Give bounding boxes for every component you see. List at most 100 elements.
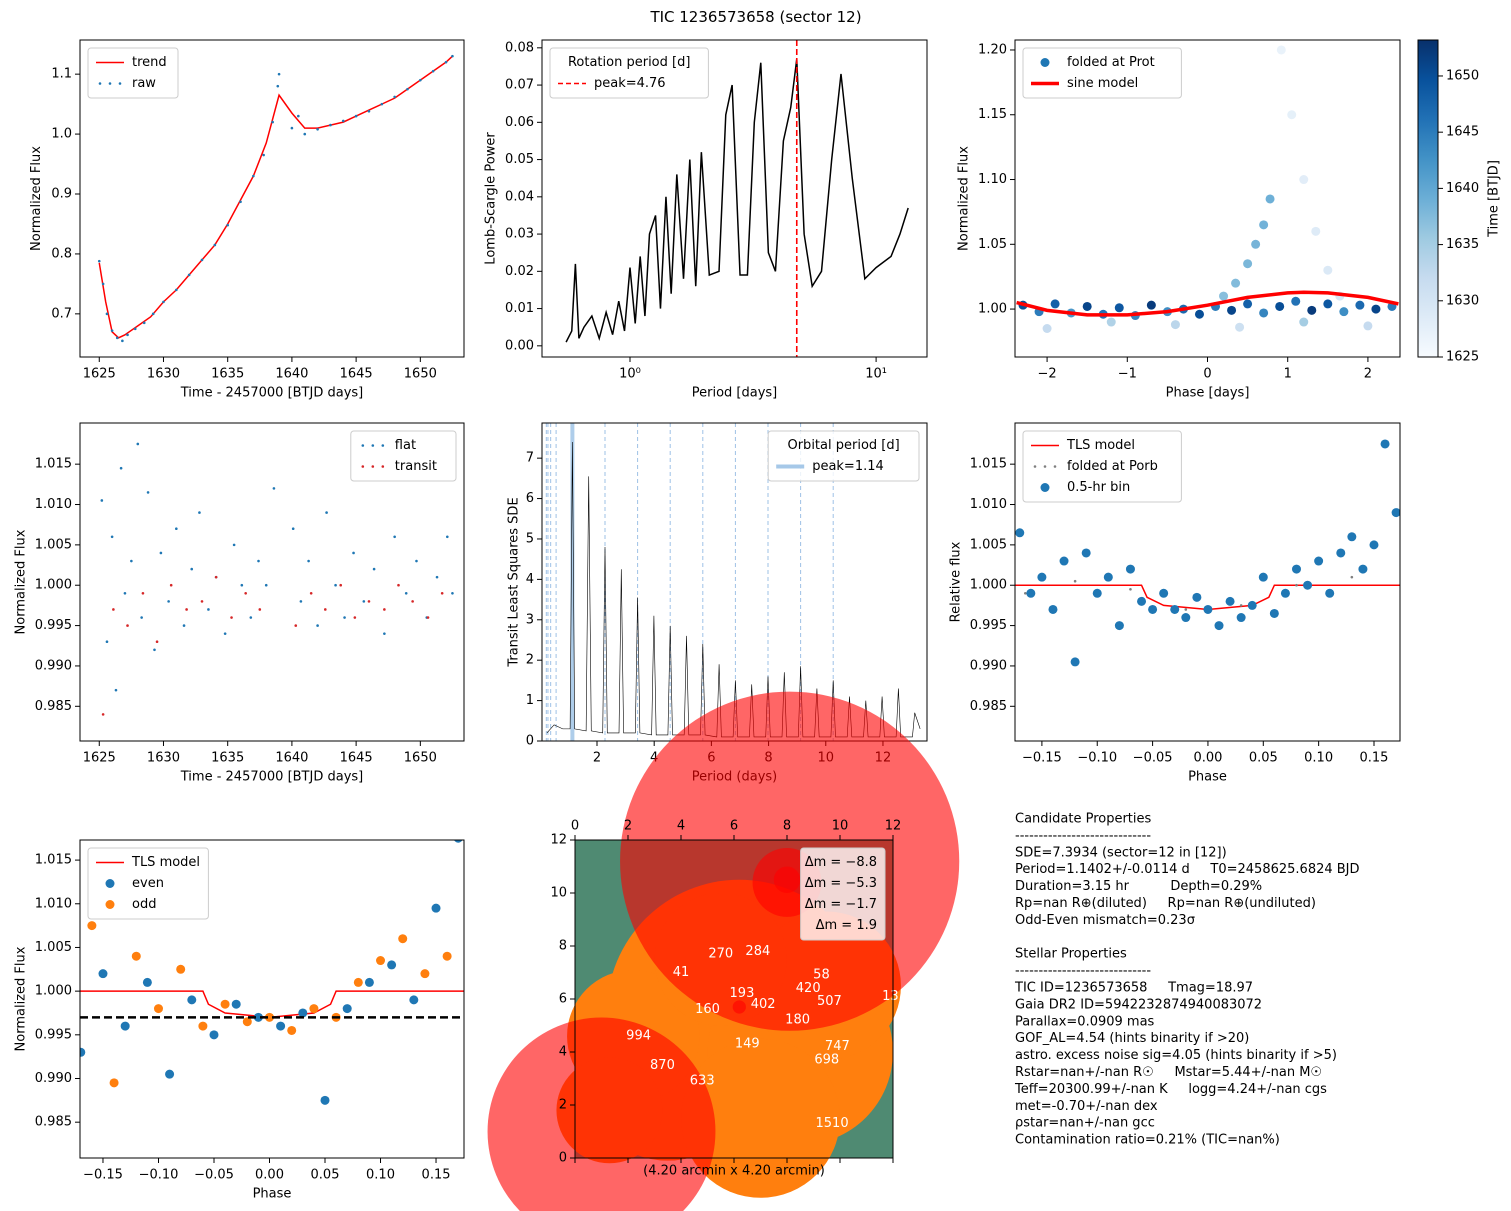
data-point	[98, 969, 108, 979]
data-point	[190, 567, 194, 571]
series-line	[565, 58, 909, 343]
data-point	[1170, 320, 1180, 330]
data-point	[231, 999, 241, 1009]
x-tick-label: 0	[1203, 367, 1211, 382]
y-tick-label: 7	[526, 451, 534, 466]
legend-label: flat	[395, 438, 416, 453]
data-point	[1073, 579, 1077, 583]
data-point	[316, 127, 319, 131]
data-point	[1026, 588, 1036, 598]
panel: 1625 1630 1635 1640 1645 1650 0.7 0.8 0.9 1.0 1.1 T…	[29, 39, 465, 401]
data-point	[364, 977, 374, 987]
legend-label: Δm = −8.8	[805, 855, 877, 870]
y-tick-label: 0.995	[35, 618, 72, 633]
y-tick-label: 0.985	[35, 699, 72, 714]
data-point	[362, 600, 366, 603]
x-tick-label: −0.05	[1133, 751, 1173, 766]
data-point	[187, 273, 191, 277]
star-label: 270	[708, 946, 733, 961]
data-point	[1291, 564, 1301, 574]
star-label: 507	[817, 994, 842, 1009]
data-point	[320, 1095, 330, 1105]
property-line: Teff=20300.99+/-nan K logg=4.24+/-nan cg…	[1014, 1082, 1327, 1097]
y-tick-label: 0.990	[35, 658, 72, 673]
panel: −2 −1 0 1 2 1.00 1.05 1.10 1.15 1.20 Phase [days] N…	[956, 39, 1502, 401]
data-point	[309, 591, 313, 595]
data-point	[276, 84, 280, 88]
legend-box	[1022, 430, 1182, 503]
data-point	[367, 110, 371, 113]
property-line: Odd-Even mismatch=0.23σ	[1015, 913, 1195, 928]
star-label: 180	[785, 1013, 810, 1028]
x-axis-label: Period [days]	[692, 386, 778, 401]
data-point	[291, 527, 295, 531]
legend-handle	[108, 82, 112, 85]
x-tick-label: 0.05	[311, 1168, 340, 1183]
data-point	[110, 329, 114, 332]
data-point	[230, 616, 233, 619]
data-point	[1214, 621, 1224, 631]
data-point	[380, 102, 384, 106]
data-point	[121, 339, 124, 343]
legend-handle	[381, 444, 385, 447]
section-heading: Stellar Properties	[1015, 947, 1127, 962]
y-tick-label: 0.03	[505, 227, 534, 242]
data-point	[1363, 321, 1373, 331]
data-point	[141, 591, 145, 595]
data-point	[209, 1030, 219, 1040]
data-point	[1251, 239, 1261, 249]
star-label: 633	[690, 1074, 715, 1089]
property-line: Rstar=nan+/-nan R☉ Mstar=5.44+/-nan M☉	[1015, 1065, 1322, 1080]
x-tick-label: 0.15	[422, 1168, 451, 1183]
data-point	[367, 600, 371, 603]
data-point	[198, 511, 201, 514]
y-tick-label: 1.005	[970, 537, 1007, 552]
legend-box	[87, 47, 179, 99]
data-point	[223, 632, 227, 635]
data-point	[1287, 110, 1297, 120]
data-point	[1129, 587, 1132, 591]
y-tick-label: 4	[559, 1045, 567, 1060]
data-point	[1050, 299, 1060, 309]
x-tick-label: 2	[1364, 367, 1372, 382]
data-point	[1146, 300, 1156, 310]
legend-title: Rotation period [d]	[568, 55, 690, 70]
data-point	[294, 624, 298, 627]
data-point	[353, 616, 357, 619]
data-point	[1295, 583, 1298, 587]
x-tick-label: 1640	[275, 367, 308, 382]
x-tick-label: 0.05	[1249, 751, 1278, 766]
property-line: met=-0.70+/-nan dex	[1015, 1099, 1158, 1114]
data-point	[1082, 301, 1092, 311]
star-label: 870	[650, 1058, 675, 1073]
legend-handle	[361, 465, 365, 468]
data-point	[411, 600, 414, 603]
data-point	[175, 527, 178, 531]
legend-box	[350, 430, 457, 482]
x-tick-label: 10⁰	[619, 367, 641, 382]
data-point	[1059, 556, 1069, 566]
data-point	[244, 591, 247, 595]
property-line: Period=1.1402+/-0.0114 d T0=2458625.6824…	[1015, 862, 1360, 877]
x-tick-label: −2	[1037, 367, 1056, 382]
y-tick-label: 0.985	[35, 1115, 72, 1130]
data-point	[1106, 317, 1116, 327]
data-point	[1339, 307, 1349, 317]
star-label: 402	[751, 997, 776, 1012]
data-point	[1258, 572, 1268, 582]
x-tick-label: −0.15	[83, 1168, 123, 1183]
data-point	[404, 591, 408, 595]
x-tick-label: 0.10	[366, 1168, 395, 1183]
colorbar-tick-label: 1630	[1446, 293, 1479, 308]
data-point	[341, 119, 345, 123]
y-tick-label: 10	[550, 886, 567, 901]
axes-frame	[79, 39, 465, 358]
legend-label: Δm = −1.7	[805, 897, 877, 912]
panel: −0.15 −0.10 −0.05 0.00 0.05 0.10 0.15 0.985 0.99…	[14, 839, 465, 1202]
data-point	[258, 608, 262, 611]
x-tick-label: 1650	[404, 367, 437, 382]
data-point	[100, 499, 104, 502]
y-tick-label: 0.985	[970, 699, 1007, 714]
